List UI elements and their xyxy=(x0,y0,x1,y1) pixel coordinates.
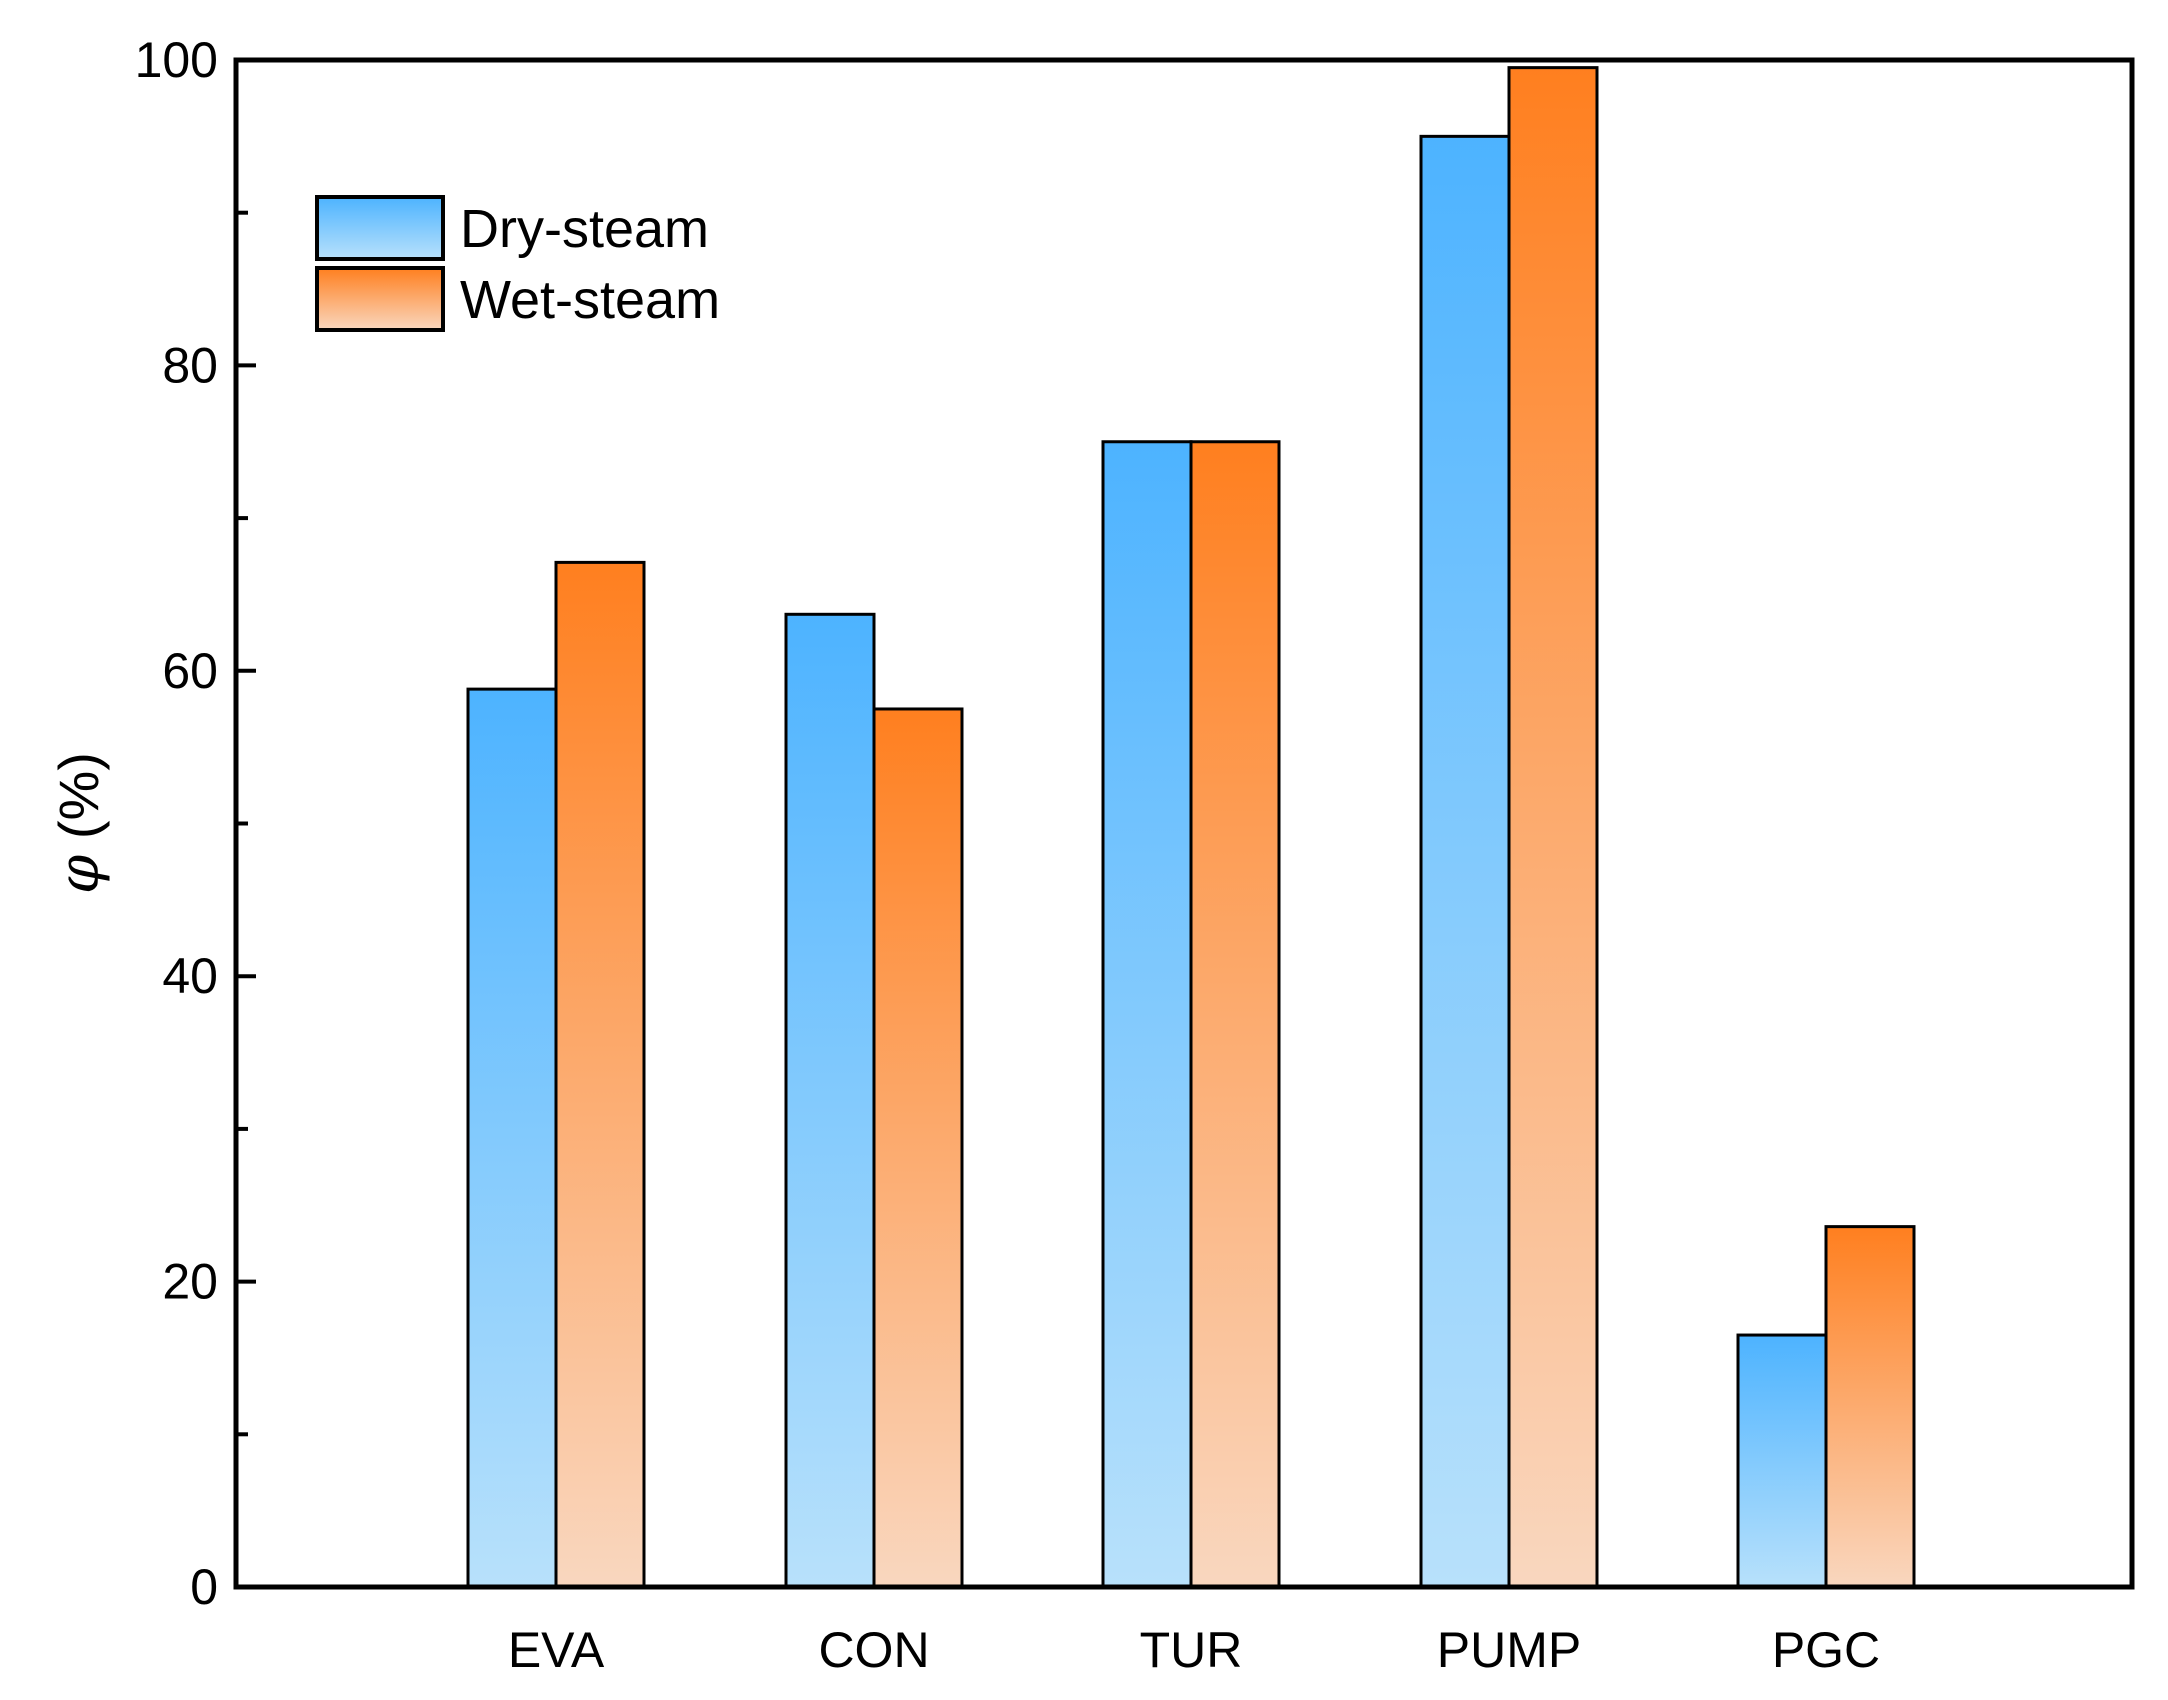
y-tick-label: 0 xyxy=(190,1559,218,1615)
bar-wet-steam-pump xyxy=(1507,66,1599,1589)
y-axis: 0 20 40 60 80 100 xyxy=(135,32,256,1615)
x-axis: EVA CON TUR PUMP PGC xyxy=(508,1622,1880,1678)
y-axis-title: φ (%) xyxy=(47,752,112,894)
legend-swatch-dry-steam xyxy=(315,195,445,261)
x-tick-label-pump: PUMP xyxy=(1437,1622,1581,1678)
x-tick-label-pgc: PGC xyxy=(1772,1622,1880,1678)
legend-label-wet-steam: Wet-steam xyxy=(460,270,720,330)
legend-label-dry-steam: Dry-steam xyxy=(460,199,709,259)
bar-wet-steam-eva xyxy=(554,560,646,1589)
bar-dry-steam-pump xyxy=(1419,134,1511,1589)
y-tick-label: 20 xyxy=(162,1254,218,1310)
bar-dry-steam-tur xyxy=(1101,440,1193,1589)
y-tick-label: 100 xyxy=(135,32,218,88)
y-axis-symbol: φ xyxy=(47,855,112,894)
x-tick-label-eva: EVA xyxy=(508,1622,605,1678)
bar-dry-steam-con xyxy=(784,612,876,1589)
y-tick-label: 40 xyxy=(162,948,218,1004)
y-tick-label: 60 xyxy=(162,643,218,699)
x-tick-label-tur: TUR xyxy=(1140,1622,1243,1678)
bar-wet-steam-con xyxy=(872,707,964,1589)
bar-wet-steam-tur xyxy=(1189,440,1281,1589)
bar-dry-steam-pgc xyxy=(1736,1333,1828,1589)
y-tick-label: 80 xyxy=(162,337,218,393)
y-axis-unit: (%) xyxy=(47,752,110,839)
bar-wet-steam-pgc xyxy=(1824,1225,1916,1589)
x-tick-label-con: CON xyxy=(818,1622,929,1678)
plot-frame xyxy=(233,57,2135,1590)
bars-group xyxy=(466,66,1916,1589)
bar-dry-steam-eva xyxy=(466,687,558,1589)
legend: Dry-steam Wet-steam xyxy=(315,195,720,332)
legend-swatch-wet-steam xyxy=(315,266,445,332)
